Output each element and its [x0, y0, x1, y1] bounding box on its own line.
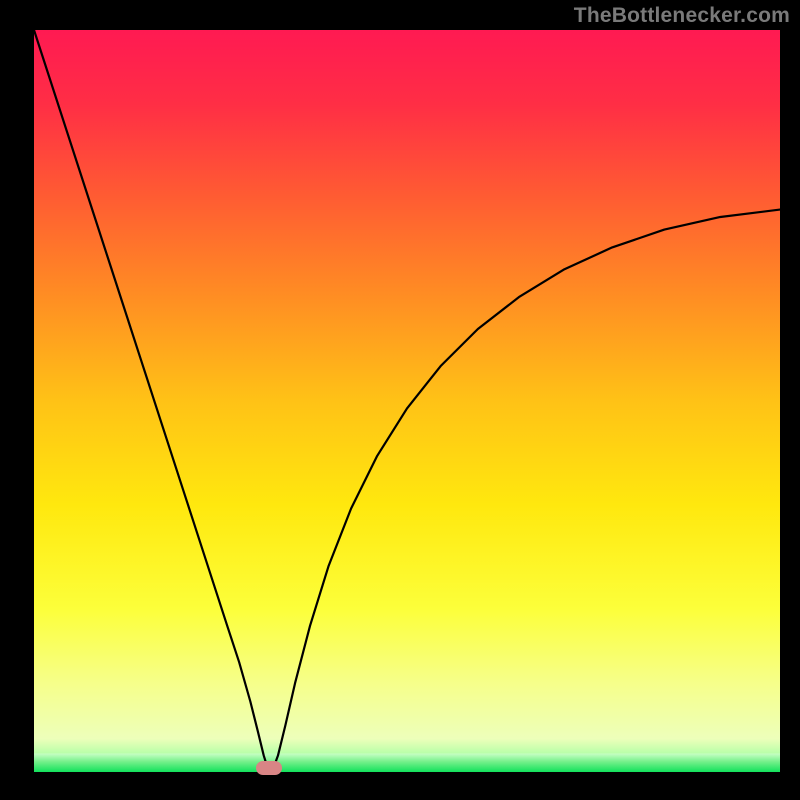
- chart-container: TheBottlenecker.com: [0, 0, 800, 800]
- watermark-text: TheBottlenecker.com: [574, 4, 790, 28]
- plot-area: [34, 30, 780, 772]
- minimum-marker: [256, 761, 282, 775]
- bottleneck-curve: [34, 30, 780, 772]
